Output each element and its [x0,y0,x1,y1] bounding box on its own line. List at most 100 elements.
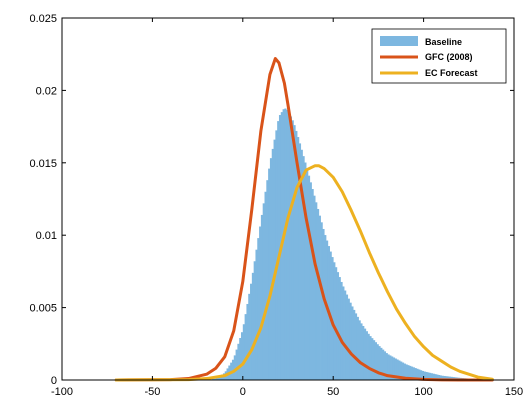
histogram-bar [429,372,432,380]
histogram-bar [367,333,370,380]
histogram-bar [311,189,314,380]
histogram-bar [315,202,318,380]
y-tick-label: 0.005 [29,303,57,315]
histogram-bar [443,375,446,380]
legend: Baseline GFC (2008) EC Forecast [371,28,507,84]
histogram-bar [235,349,238,380]
histogram-bar [275,130,278,380]
histogram-bar [438,375,441,380]
histogram-bar [374,342,377,380]
histogram-bar [344,290,347,380]
histogram-bar [365,331,368,380]
histogram-bar [324,235,327,380]
histogram-bar [255,249,258,380]
histogram-bar [439,375,443,380]
legend-item-gfc: GFC (2008) [380,52,473,62]
histogram-bar [349,302,352,380]
histogram-bar [302,156,305,380]
histogram-bar [318,215,321,380]
histogram-bar [262,203,265,380]
histogram-bar [289,116,293,381]
histogram-bar [385,353,388,380]
plot-frame [61,17,515,381]
histogram-bar [427,372,430,380]
histogram-bar [284,108,287,380]
histogram-bar [372,340,376,380]
legend-item-ec: EC Forecast [380,68,478,78]
histogram-bar [398,360,401,380]
histogram-bar [432,373,435,380]
histogram-bar [320,222,323,380]
histogram-bar [257,238,260,380]
histogram-bar [356,316,359,380]
histogram-bar [342,286,345,380]
histogram-bar [239,338,242,380]
histogram-bar [316,208,320,380]
histogram-bar [268,168,271,380]
histogram-bar [277,121,280,381]
histogram-bar [369,336,372,380]
histogram-bar [246,303,249,380]
histogram-bar [213,378,217,380]
legend-item-baseline: Baseline [380,36,462,47]
histogram-bar [338,277,341,380]
x-tick-label: 100 [414,386,432,398]
histogram-bar [353,309,356,380]
histogram-bar [407,365,410,380]
legend-swatch-baseline [380,36,418,46]
histogram-bar [425,371,428,380]
histogram-bar [269,158,273,380]
histogram-bar [448,376,452,380]
y-tick-label: 0.015 [29,158,57,170]
histogram-bar [347,298,350,380]
histogram-bar [240,332,244,380]
histogram-bar [250,283,253,380]
x-tick-label: -100 [51,386,73,398]
histogram-bar [392,357,396,380]
histogram-bar [396,359,399,380]
histogram-bar [371,338,374,380]
legend-label-gfc: GFC (2008) [425,52,473,62]
histogram-bar [389,355,392,380]
histogram-bar [362,325,365,380]
y-tick-label: 0.025 [29,13,57,25]
histogram-bar [295,130,298,380]
histogram-bar [282,109,285,380]
histogram-bar [418,369,421,380]
histogram-bar [409,365,412,380]
histogram-bar [394,358,397,380]
histogram-bar [248,293,251,380]
series-line-ec [114,164,494,382]
histogram-bar [380,347,383,380]
y-tick-label: 0.02 [36,85,57,97]
series-line-gfc [114,57,494,382]
histogram-bar [244,314,247,380]
histogram-bar [391,356,394,380]
histogram-bar [298,143,302,380]
y-tick-label: 0.01 [36,230,57,242]
histogram-bar [378,346,381,380]
histogram-bar [401,362,405,380]
histogram-bar [233,355,236,380]
histogram-bar [419,370,423,380]
legend-label-baseline: Baseline [425,37,462,47]
histogram-bar [358,320,361,380]
histogram-bar [434,374,437,380]
histogram-bar [412,367,415,380]
histogram-bar [300,149,303,380]
histogram-bar [430,373,434,380]
histogram-bar [237,343,240,380]
histogram-bar [253,261,256,380]
histogram-bar [231,359,235,380]
histogram-bar [336,272,340,380]
histogram-bar [251,272,255,380]
y-tick-label: 0 [51,375,57,387]
histogram-bar [217,376,220,380]
histogram-bar [288,112,291,381]
histogram-bar [410,366,414,380]
histogram-bar [421,370,424,380]
histogram-bar [297,137,300,380]
histogram-bar [307,175,311,380]
histogram-bar [271,148,274,380]
